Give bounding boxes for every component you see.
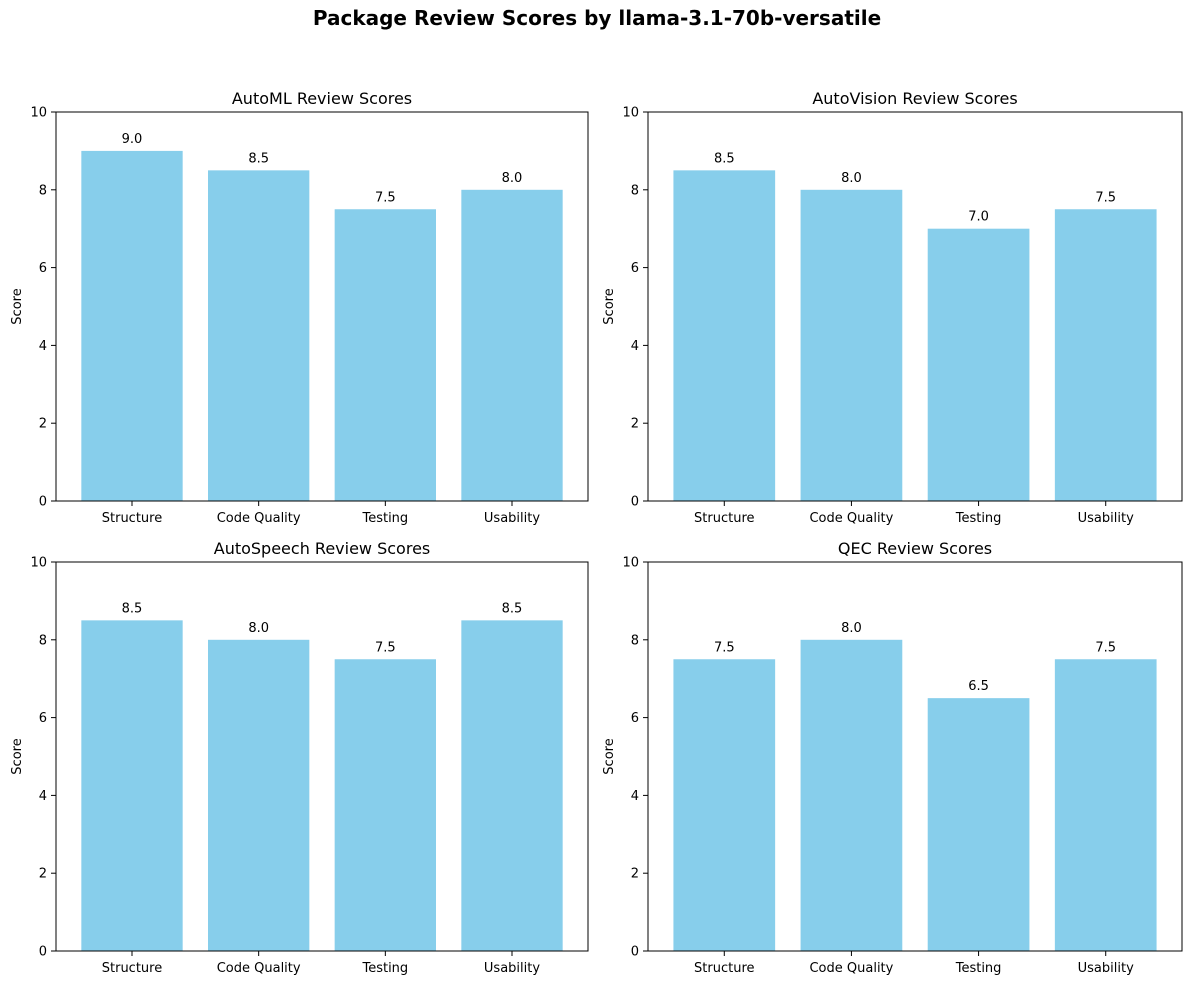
subplot-title: AutoML Review Scores: [232, 89, 412, 108]
axes-frame: [647, 561, 1183, 952]
y-tick-label: 8: [631, 633, 639, 648]
bar-value-label: 8.5: [714, 151, 735, 166]
bar-value-label: 7.0: [968, 210, 989, 225]
y-tick-label: 4: [39, 789, 47, 804]
bar-value-label: 7.5: [1095, 640, 1116, 655]
y-tick-label: 2: [39, 417, 47, 432]
bar-value-label: 8.5: [502, 601, 523, 616]
y-tick-label: 10: [622, 556, 639, 571]
x-tick-label: Usability: [1078, 511, 1134, 526]
x-tick-label: Code Quality: [217, 961, 301, 976]
bar-usability: [461, 189, 563, 502]
y-tick-label: 6: [39, 261, 47, 276]
x-tick-label: Testing: [361, 511, 408, 526]
x-tick-label: Code Quality: [809, 511, 893, 526]
y-tick-label: 8: [631, 183, 639, 198]
x-tick-label: Testing: [955, 961, 1002, 976]
bar-value-label: 8.5: [122, 601, 143, 616]
bar-testing: [927, 228, 1030, 501]
bar-code-quality: [800, 639, 903, 951]
y-tick-label: 0: [631, 945, 639, 960]
y-tick-label: 2: [39, 867, 47, 882]
subplot-title: AutoVision Review Scores: [812, 89, 1017, 108]
x-tick-label: Testing: [361, 961, 408, 976]
bar-usability: [1054, 209, 1157, 501]
bar-value-label: 8.0: [841, 621, 862, 636]
y-tick-label: 4: [631, 339, 639, 354]
figure-suptitle: Package Review Scores by llama-3.1-70b-v…: [313, 6, 881, 30]
x-tick-label: Structure: [102, 511, 162, 526]
x-tick-label: Testing: [955, 511, 1002, 526]
bar-value-label: 8.0: [502, 171, 523, 186]
x-tick-label: Code Quality: [809, 961, 893, 976]
bar-code-quality: [800, 189, 903, 502]
y-tick-label: 6: [39, 711, 47, 726]
subplot-1: AutoML Review Scores 9.0 8.5 7.5 8.0 0 2 4 6 8 10 S…: [10, 89, 589, 526]
subplot-title: AutoSpeech Review Scores: [214, 539, 431, 558]
y-tick-label: 10: [30, 106, 47, 121]
x-tick-label: Usability: [1078, 961, 1134, 976]
y-tick-label: 0: [39, 495, 47, 510]
y-tick-label: 10: [622, 106, 639, 121]
bar-testing: [334, 659, 436, 951]
y-tick-label: 6: [631, 711, 639, 726]
x-tick-label: Usability: [484, 961, 540, 976]
bar-structure: [81, 620, 183, 951]
axes-frame: [55, 111, 589, 502]
x-tick-label: Structure: [102, 961, 162, 976]
y-axis-label: Score: [602, 288, 617, 324]
x-tick-label: Usability: [484, 511, 540, 526]
bar-value-label: 8.0: [841, 171, 862, 186]
subplot-4: QEC Review Scores 7.5 8.0 6.5 7.5 0 2 4 6 8 10 Stru…: [602, 539, 1183, 976]
bar-structure: [673, 170, 776, 501]
bar-testing: [927, 698, 1030, 951]
bar-value-label: 7.5: [375, 190, 396, 205]
bar-value-label: 8.5: [248, 151, 269, 166]
y-tick-label: 4: [631, 789, 639, 804]
y-tick-label: 4: [39, 339, 47, 354]
y-tick-label: 0: [631, 495, 639, 510]
bar-usability: [1054, 659, 1157, 951]
y-axis-label: Score: [602, 738, 617, 774]
bar-value-label: 7.5: [1095, 190, 1116, 205]
y-tick-label: 8: [39, 183, 47, 198]
bar-value-label: 7.5: [714, 640, 735, 655]
y-axis-label: Score: [10, 288, 25, 324]
bar-value-label: 6.5: [968, 679, 989, 694]
axes-frame: [647, 111, 1183, 502]
x-tick-label: Code Quality: [217, 511, 301, 526]
y-tick-label: 10: [30, 556, 47, 571]
bar-code-quality: [208, 639, 310, 951]
y-tick-label: 6: [631, 261, 639, 276]
subplot-3: AutoSpeech Review Scores 8.5 8.0 7.5 8.5 0 2 4 6…: [10, 539, 589, 976]
x-tick-label: Structure: [694, 511, 754, 526]
subplot-title: QEC Review Scores: [838, 539, 992, 558]
bar-structure: [81, 150, 183, 501]
bar-value-label: 7.5: [375, 640, 396, 655]
y-tick-label: 8: [39, 633, 47, 648]
y-tick-label: 2: [631, 417, 639, 432]
bar-testing: [334, 209, 436, 501]
axes-frame: [55, 561, 589, 952]
bar-structure: [673, 659, 776, 951]
bar-usability: [461, 620, 563, 951]
y-tick-label: 2: [631, 867, 639, 882]
x-tick-label: Structure: [694, 961, 754, 976]
y-axis-label: Score: [10, 738, 25, 774]
y-tick-label: 0: [39, 945, 47, 960]
bar-value-label: 9.0: [122, 132, 143, 147]
subplot-2: AutoVision Review Scores 8.5 8.0 7.0 7.5 0 2 4 6…: [602, 89, 1183, 526]
bar-code-quality: [208, 170, 310, 501]
bar-value-label: 8.0: [248, 621, 269, 636]
